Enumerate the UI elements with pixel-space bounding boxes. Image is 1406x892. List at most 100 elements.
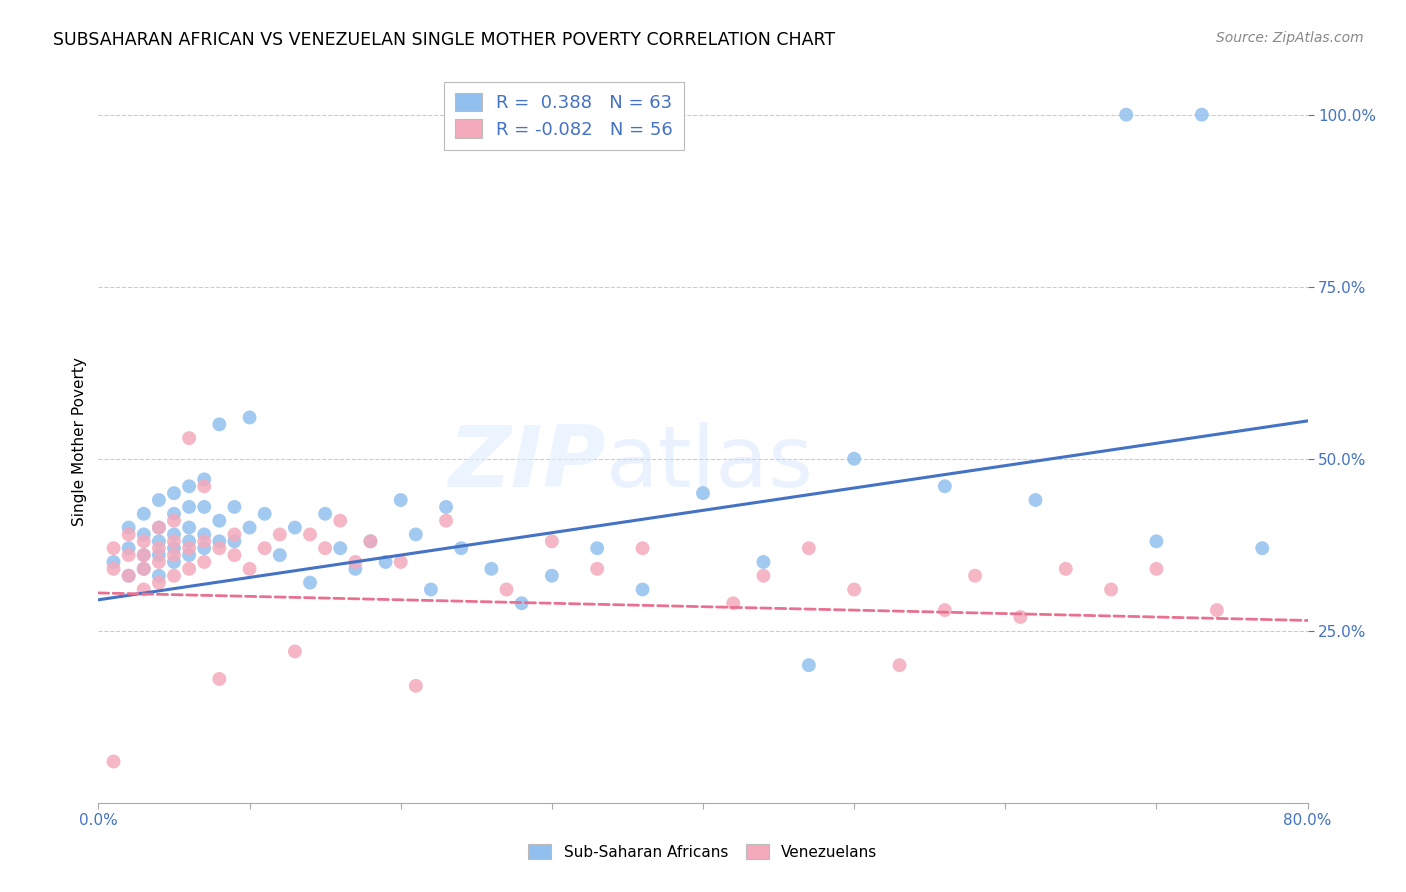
Point <box>118 568 141 582</box>
Point <box>148 493 170 508</box>
Point <box>118 541 141 556</box>
Point <box>132 562 155 576</box>
Point <box>752 568 775 582</box>
Point <box>132 562 155 576</box>
Point <box>193 479 215 493</box>
Point <box>132 582 155 597</box>
Point <box>239 520 262 534</box>
Point <box>179 520 201 534</box>
Point <box>132 548 155 562</box>
Point <box>314 541 336 556</box>
Point <box>224 500 246 514</box>
Point <box>586 541 609 556</box>
Point <box>163 527 186 541</box>
Point <box>118 527 141 541</box>
Point <box>299 527 322 541</box>
Point <box>360 534 382 549</box>
Text: SUBSAHARAN AFRICAN VS VENEZUELAN SINGLE MOTHER POVERTY CORRELATION CHART: SUBSAHARAN AFRICAN VS VENEZUELAN SINGLE … <box>53 31 835 49</box>
Point <box>284 644 307 658</box>
Point <box>118 568 141 582</box>
Point <box>329 514 352 528</box>
Point <box>148 568 170 582</box>
Point <box>360 534 382 549</box>
Point <box>495 582 517 597</box>
Point <box>103 562 125 576</box>
Point <box>253 541 276 556</box>
Point <box>329 541 352 556</box>
Point <box>179 541 201 556</box>
Point <box>224 527 246 541</box>
Point <box>163 548 186 562</box>
Text: atlas: atlas <box>606 422 814 505</box>
Point <box>844 582 866 597</box>
Point <box>540 534 562 549</box>
Point <box>1024 493 1046 508</box>
Point <box>132 548 155 562</box>
Point <box>752 555 775 569</box>
Point <box>1191 108 1213 122</box>
Point <box>1144 562 1167 576</box>
Point <box>148 520 170 534</box>
Point <box>208 541 231 556</box>
Point <box>481 562 503 576</box>
Point <box>163 541 186 556</box>
Point <box>934 479 956 493</box>
Point <box>269 548 291 562</box>
Point <box>253 507 276 521</box>
Point <box>163 514 186 528</box>
Point <box>208 514 231 528</box>
Point <box>420 582 443 597</box>
Point <box>224 548 246 562</box>
Point <box>193 534 215 549</box>
Point <box>163 507 186 521</box>
Text: ZIP: ZIP <box>449 422 606 505</box>
Point <box>723 596 745 610</box>
Point <box>179 534 201 549</box>
Point <box>163 555 186 569</box>
Point <box>179 562 201 576</box>
Point <box>132 507 155 521</box>
Point <box>193 555 215 569</box>
Point <box>148 548 170 562</box>
Point <box>163 568 186 582</box>
Point <box>224 534 246 549</box>
Point <box>314 507 336 521</box>
Point <box>208 417 231 432</box>
Point <box>148 555 170 569</box>
Point <box>631 582 654 597</box>
Point <box>405 679 427 693</box>
Point <box>299 575 322 590</box>
Point <box>450 541 472 556</box>
Point <box>163 534 186 549</box>
Point <box>844 451 866 466</box>
Point <box>797 658 820 673</box>
Point <box>1144 534 1167 549</box>
Point <box>118 520 141 534</box>
Point <box>132 534 155 549</box>
Point <box>193 527 215 541</box>
Point <box>193 541 215 556</box>
Point <box>889 658 911 673</box>
Point <box>1054 562 1077 576</box>
Point <box>193 472 215 486</box>
Point <box>148 520 170 534</box>
Point <box>148 541 170 556</box>
Point <box>374 555 396 569</box>
Point <box>269 527 291 541</box>
Point <box>434 514 457 528</box>
Point <box>1251 541 1274 556</box>
Point <box>103 755 125 769</box>
Point <box>344 562 367 576</box>
Point <box>586 562 609 576</box>
Point <box>1206 603 1229 617</box>
Point <box>1010 610 1032 624</box>
Point <box>284 520 307 534</box>
Point <box>193 500 215 514</box>
Point <box>103 555 125 569</box>
Point <box>510 596 533 610</box>
Point <box>540 568 562 582</box>
Y-axis label: Single Mother Poverty: Single Mother Poverty <box>72 357 87 526</box>
Point <box>179 431 201 445</box>
Point <box>148 575 170 590</box>
Point <box>797 541 820 556</box>
